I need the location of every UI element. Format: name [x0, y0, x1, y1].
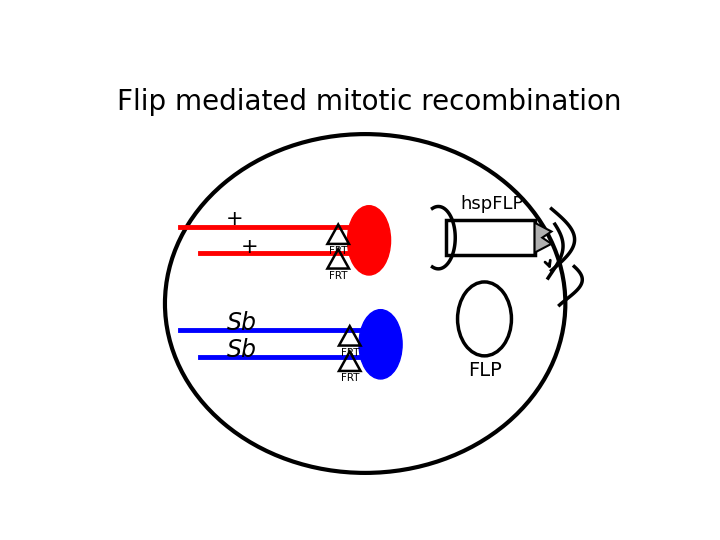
Ellipse shape: [348, 206, 390, 275]
Bar: [446, 220, 534, 255]
Text: FLP: FLP: [467, 361, 501, 380]
Text: FRT: FRT: [329, 271, 348, 281]
Ellipse shape: [359, 309, 402, 379]
Text: Sb: Sb: [227, 310, 257, 335]
Text: FRT: FRT: [341, 373, 359, 383]
Polygon shape: [534, 222, 552, 253]
Text: Flip mediated mitotic recombination: Flip mediated mitotic recombination: [117, 88, 621, 116]
Text: hspFLP: hspFLP: [461, 194, 524, 213]
Text: FRT: FRT: [329, 246, 348, 256]
Text: +: +: [240, 237, 258, 257]
Text: Sb: Sb: [227, 339, 257, 362]
Text: +: +: [225, 209, 243, 229]
Text: FRT: FRT: [341, 348, 359, 358]
